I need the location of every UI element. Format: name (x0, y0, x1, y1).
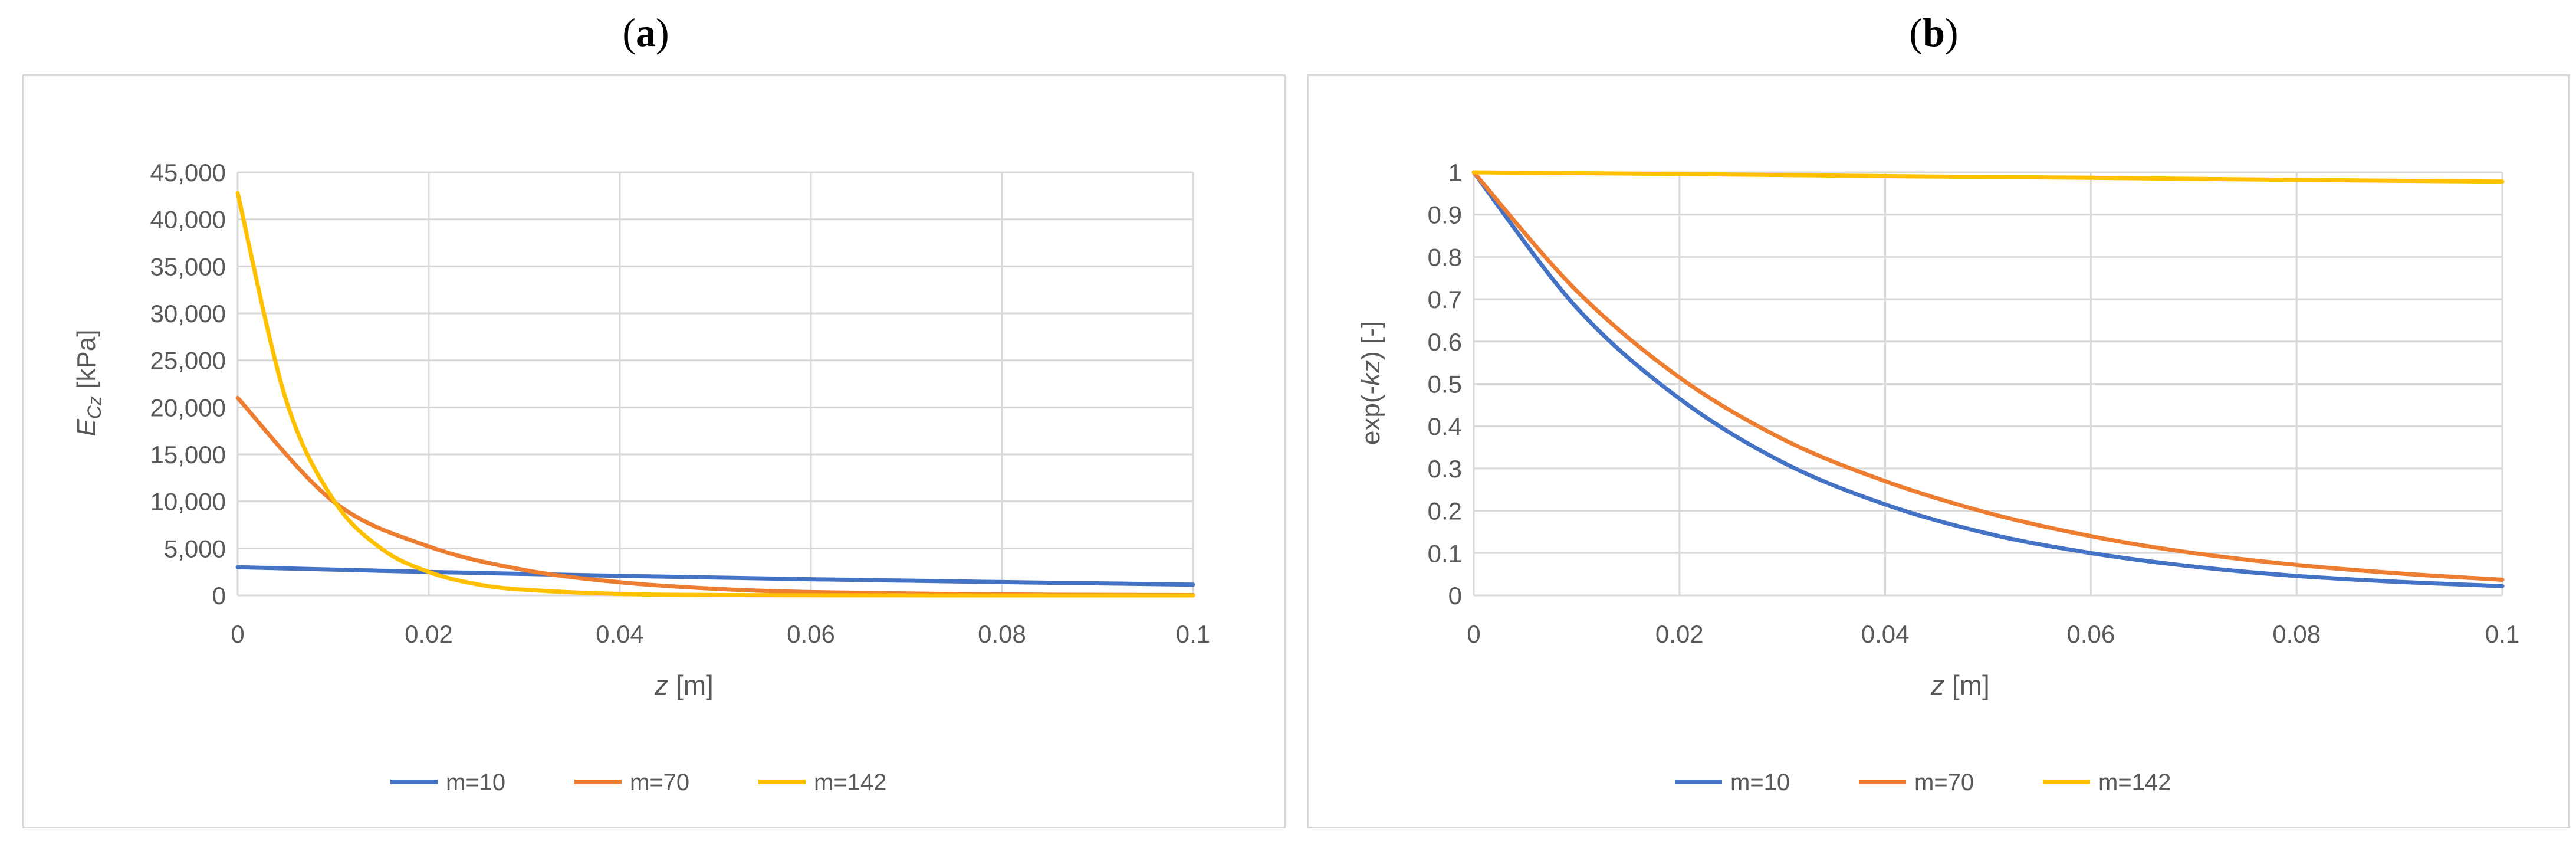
chart-b-x-tick-label: 0.04 (1861, 620, 1910, 648)
chart-a-gridlines (236, 171, 1194, 597)
chart-a-y-axis-sub: Cz (84, 396, 105, 419)
chart-a-x-axis-var: z (654, 670, 668, 700)
chart-b-x-tick-label: 0.06 (2067, 620, 2115, 648)
chart-a-y-tick-labels: 0 5,000 10,000 15,000 20,000 25,000 30,000 35,0… (150, 159, 226, 610)
chart-a-x-tick-labels: 0 0.02 0.04 0.06 0.08 0.1 (231, 620, 1210, 648)
chart-b-y-tick-label: 1 (1448, 159, 1462, 186)
chart-a-legend-label: m=10 (446, 769, 505, 795)
chart-b-x-tick-label: 0.08 (2272, 620, 2321, 648)
chart-b-y-tick-label: 0.5 (1428, 371, 1462, 398)
chart-a-x-tick-label: 0.06 (787, 620, 835, 648)
chart-a-legend: m=10 m=70 m=142 (390, 769, 886, 795)
chart-a-y-axis-unit: [kPa] (72, 330, 101, 397)
chart-a-x-axis-unit: [m] (668, 670, 714, 700)
chart-a-y-tick-label: 35,000 (150, 253, 226, 280)
chart-a-x-tick-label: 0.1 (1176, 620, 1210, 648)
chart-b-y-axis-pre: exp(- (1356, 386, 1385, 445)
chart-b-series (1471, 170, 2505, 588)
chart-b-legend: m=10 m=70 m=142 (1675, 769, 2171, 795)
chart-b-y-tick-label: 0 (1448, 582, 1462, 610)
chart-a-y-tick-label: 10,000 (150, 488, 226, 516)
chart-a-y-tick-label: 45,000 (150, 159, 226, 186)
chart-a-y-tick-label: 20,000 (150, 394, 226, 421)
panel-title-b: (b) (1909, 10, 1959, 55)
chart-b-legend-label: m=10 (1730, 769, 1790, 795)
chart-b-y-axis-label: exp(-kz) [-] (1356, 321, 1385, 445)
chart-b-y-tick-label: 0.9 (1428, 201, 1462, 229)
chart-a: 0 5,000 10,000 15,000 20,000 25,000 30,000 35,0… (72, 159, 1210, 795)
chart-b-y-tick-label: 0.3 (1428, 455, 1462, 483)
chart-a-x-axis-label: z [m] (654, 670, 714, 700)
chart-a-legend-item: m=70 (574, 769, 689, 795)
chart-b-y-tick-label: 0.7 (1428, 286, 1462, 313)
chart-b-legend-label: m=70 (1914, 769, 1974, 795)
chart-a-x-tick-label: 0.08 (978, 620, 1026, 648)
chart-b-x-axis-var: z (1930, 670, 1944, 700)
chart-b-x-tick-label: 0 (1467, 620, 1480, 648)
chart-b-y-tick-label: 0.6 (1428, 328, 1462, 356)
chart-a-container: 0 5,000 10,000 15,000 20,000 25,000 30,000 35,0… (22, 74, 1286, 828)
chart-b: 00.10.20.30.40.50.60.70.80.91 0 0.02 0.04 0… (1356, 159, 2519, 795)
chart-b-x-axis-unit: [m] (1944, 670, 1990, 700)
chart-b-x-axis-label: z [m] (1930, 670, 1990, 700)
chart-a-y-tick-label: 15,000 (150, 441, 226, 469)
chart-b-y-tick-labels: 0 0.1 0.2 0.3 0.4 0.5 0.6 0.7 0.8 0.9 1 (1428, 159, 1462, 610)
chart-b-y-tick-label: 0.2 (1428, 497, 1462, 525)
chart-b-y-tick-label: 0.4 (1428, 412, 1462, 440)
chart-b-series-line-m-142 (1471, 170, 2505, 184)
chart-b-y-axis-post: ) [-] (1356, 321, 1385, 360)
chart-a-series-line-m-142 (235, 191, 1195, 598)
chart-b-x-tick-label: 0.02 (1655, 620, 1704, 648)
chart-b-x-tick-label: 0.1 (2485, 620, 2519, 648)
chart-a-legend-label: m=70 (630, 769, 689, 795)
chart-a-x-tick-label: 0.02 (405, 620, 453, 648)
chart-a-legend-item: m=142 (758, 769, 886, 795)
chart-a-series-line-m-70 (235, 395, 1195, 597)
chart-b-container: 0 0.1 0.2 0.3 0.4 0.5 0.6 0.7 0.8 0.9 1 0 0.02 0.04 0… (1307, 74, 2570, 828)
panel-letter-a: a (636, 10, 656, 55)
chart-a-x-tick-label: 0.04 (596, 620, 644, 648)
panel-title-a: (a) (622, 10, 669, 55)
chart-a-y-axis-var: E (72, 418, 101, 436)
chart-b-legend-label: m=142 (2098, 769, 2171, 795)
chart-a-y-tick-label: 0 (212, 582, 226, 610)
chart-b-legend-item: m=142 (2043, 769, 2171, 795)
chart-b-gridlines (1473, 171, 2503, 597)
chart-a-series (235, 191, 1195, 598)
chart-b-y-tick-label: 0.8 (1428, 243, 1462, 271)
chart-a-y-tick-label: 25,000 (150, 347, 226, 375)
chart-a-y-tick-label: 30,000 (150, 300, 226, 327)
chart-a-legend-item: m=10 (390, 769, 505, 795)
chart-b-x-tick-labels: 0 0.02 0.04 0.06 0.08 0.1 (1467, 620, 2519, 648)
chart-a-x-tick-label: 0 (231, 620, 244, 648)
chart-b-series-line-m-10 (1471, 170, 2505, 588)
chart-a-y-axis-label: ECz [kPa] (72, 330, 105, 437)
chart-a-y-tick-label: 40,000 (150, 206, 226, 234)
chart-b-legend-item: m=10 (1675, 769, 1790, 795)
chart-b-y-axis-var: kz (1356, 360, 1385, 386)
chart-a-legend-label: m=142 (814, 769, 886, 795)
chart-b-legend-item: m=70 (1859, 769, 1974, 795)
chart-a-y-tick-label: 5,000 (164, 535, 226, 562)
panel-letter-b: b (1923, 10, 1945, 55)
chart-a-series-line-m-10 (235, 565, 1195, 587)
chart-b-series-line-m-70 (1471, 170, 2505, 582)
chart-b-y-tick-label: 0.1 (1428, 539, 1462, 567)
